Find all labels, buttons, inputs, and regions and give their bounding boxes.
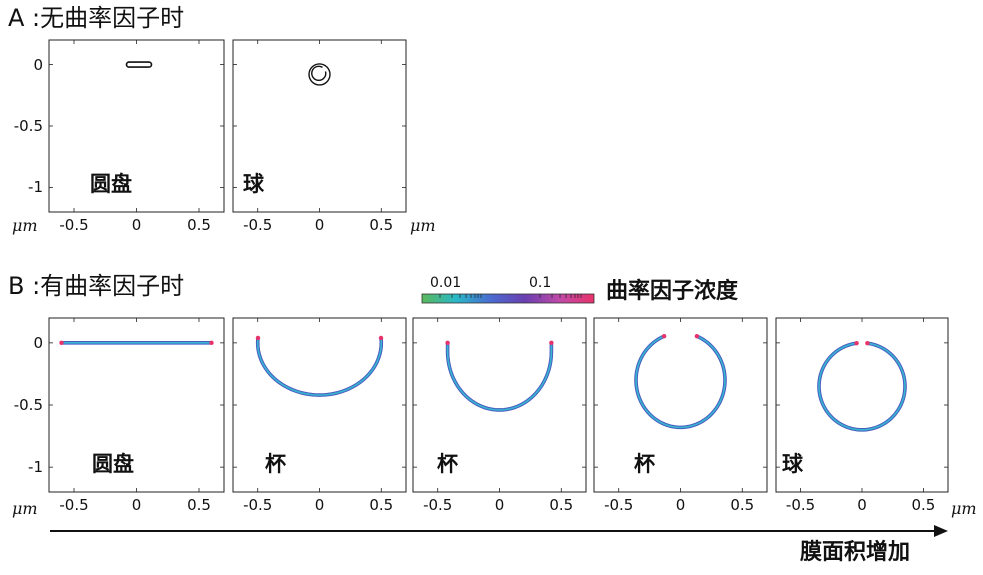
colorbar-title: 曲率因子浓度 <box>606 279 739 304</box>
plot-frame <box>232 39 407 213</box>
x-tick-label: 0 <box>675 496 686 514</box>
x-tick-label: -0.5 <box>243 216 273 234</box>
panel-label-disk-a: 圆盘 <box>90 172 132 196</box>
disk-outline <box>125 61 153 68</box>
x-tick-label: -0.5 <box>243 496 273 514</box>
y-tick-label: -0.5 <box>13 117 43 135</box>
x-tick-label: 0.5 <box>911 496 936 514</box>
y-tick-label: -0.5 <box>13 396 43 414</box>
x-tick-label: -0.5 <box>59 216 89 234</box>
x-tick-label: -0.5 <box>604 496 634 514</box>
membrane-tip <box>694 334 700 339</box>
unit-label-a: μm <box>12 216 38 235</box>
y-tick-label: 0 <box>33 333 43 352</box>
x-tick-label: -0.5 <box>423 496 453 514</box>
sphere-inner-outline <box>311 65 327 82</box>
x-tick-label: -0.5 <box>59 496 89 514</box>
panel-label-disk-b: 圆盘 <box>92 452 134 476</box>
panel-label-cup-1: 杯 <box>265 452 286 476</box>
x-tick-label: 0 <box>494 496 505 514</box>
colorbar-gradient <box>421 293 595 304</box>
y-tick-label: 0 <box>33 55 43 74</box>
membrane-tip <box>255 335 261 341</box>
membrane-tip <box>854 341 859 346</box>
panel-label-sphere-a: 球 <box>243 172 264 196</box>
membrane-shape <box>256 337 383 396</box>
x-tick-label: 0.5 <box>730 496 755 514</box>
x-tick-label: 0.5 <box>187 496 211 514</box>
membrane-tip <box>661 334 667 339</box>
membrane-shape <box>446 342 553 411</box>
unit-label-b2: μm <box>951 499 977 518</box>
membrane-shape <box>818 342 906 431</box>
section-a-title: A :无曲率因子时 <box>8 4 185 32</box>
unit-label-a2: μm <box>410 216 436 235</box>
plot-frame <box>412 317 587 493</box>
x-tick-label: 0.5 <box>369 216 394 234</box>
membrane-tip <box>549 340 554 346</box>
y-tick-label: -1 <box>28 178 43 197</box>
unit-label-b: μm <box>12 499 38 518</box>
x-tick-label: 0 <box>131 216 142 234</box>
x-tick-label: 0.5 <box>369 496 394 514</box>
membrane-tip <box>59 340 64 346</box>
membrane-shape <box>635 335 726 429</box>
panel-label-sphere-b: 球 <box>782 452 803 476</box>
membrane-tip <box>445 340 450 346</box>
plot-frame <box>48 39 225 213</box>
x-tick-label: 0 <box>314 496 325 514</box>
plot-frame <box>593 317 768 493</box>
x-tick-label: -0.5 <box>785 496 816 514</box>
x-tick-label: 0 <box>857 496 867 514</box>
membrane-tip <box>865 341 870 346</box>
area-increase-label: 膜面积增加 <box>800 540 911 565</box>
x-tick-label: 0 <box>131 496 142 514</box>
x-tick-label: 0.5 <box>187 216 211 234</box>
x-tick-label: 0.5 <box>549 496 574 514</box>
sphere-outer-outline <box>308 63 331 86</box>
colorbar-tick-low: 0.01 <box>430 275 462 291</box>
membrane-tip <box>209 340 214 346</box>
panel-label-cup-2: 杯 <box>437 452 458 476</box>
arrow-head-icon <box>934 525 948 537</box>
panel-label-cup-3: 杯 <box>634 452 655 476</box>
x-tick-label: 0 <box>314 216 325 234</box>
plot-frame <box>775 317 949 493</box>
y-tick-label: -1 <box>28 458 43 477</box>
section-b-title: B :有曲率因子时 <box>8 272 185 300</box>
membrane-tip <box>378 335 384 341</box>
colorbar-tick-high: 0.1 <box>529 275 552 291</box>
